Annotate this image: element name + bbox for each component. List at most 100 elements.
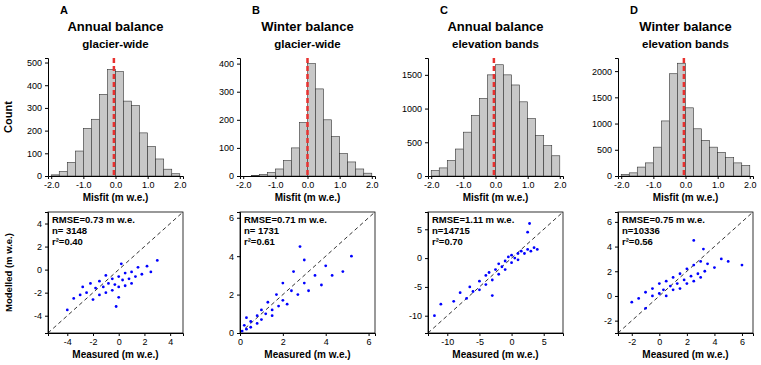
point [513, 257, 516, 260]
point [528, 222, 531, 225]
bar [734, 163, 742, 176]
point [130, 282, 133, 285]
bar [528, 119, 536, 176]
y-axis: 0246 [229, 213, 241, 339]
y-axis-tick: 2 [607, 267, 618, 277]
point [260, 318, 263, 321]
point [281, 282, 284, 285]
y-axis-tick-label: 2 [229, 290, 234, 300]
y-axis-tick-mark [45, 131, 48, 132]
x-axis-tick-label: 4 [712, 337, 717, 347]
point [79, 294, 82, 297]
one-to-one-line [618, 212, 753, 333]
x-axis-tick-mark [659, 333, 660, 336]
x-axis-tick-label: 0 [510, 337, 515, 347]
point [520, 250, 523, 253]
x-axis-tick-label: 2.0 [554, 180, 567, 190]
point [497, 262, 500, 265]
point [303, 282, 306, 285]
y-axis-tick-label: 0 [607, 171, 612, 181]
y-axis-tick-label: 200 [219, 115, 234, 125]
x-axis-tick-mark [116, 176, 117, 179]
x-axis-tick: -2.0 [44, 176, 60, 190]
x-axis-tick-mark [653, 176, 654, 179]
x-axis-tick: 0 [117, 333, 122, 347]
bar [308, 64, 316, 176]
bar [439, 168, 447, 176]
bar [463, 132, 471, 176]
x-axis-tick-mark [180, 176, 181, 179]
point [504, 268, 507, 271]
point [120, 262, 123, 265]
y-axis-tick: 100 [27, 149, 48, 159]
y-axis-tick-label: 4 [229, 252, 234, 262]
y-axis-tick-label: -2 [34, 288, 42, 298]
point [92, 298, 95, 301]
x-axis-tick-mark [528, 176, 529, 179]
point [341, 270, 344, 273]
plot-frame [240, 212, 375, 333]
y-axis-tick-label: 0 [417, 171, 422, 181]
y-axis-tick: 500 [407, 138, 428, 148]
point [292, 270, 295, 273]
plot-area [621, 58, 750, 176]
point [350, 255, 353, 258]
point [533, 246, 536, 249]
bar [259, 175, 267, 176]
x-axis-tick-mark [51, 176, 52, 179]
x-axis-tick: 2.0 [744, 176, 757, 190]
x-axis-tick: 1.0 [522, 176, 535, 190]
point [256, 322, 259, 325]
point [665, 295, 668, 298]
annotation: RMSE=0.73 m w.e. [52, 214, 135, 225]
y-axis-tick-mark [237, 218, 240, 219]
y-axis-tick: 2 [229, 290, 240, 300]
x-axis-tick: -2 [628, 333, 636, 347]
y-axis-tick-mark [237, 295, 240, 296]
x-axis-tick-label: -2 [89, 337, 97, 347]
x-axis-tick-mark [372, 176, 373, 179]
x-axis-tick-label: 0 [238, 337, 243, 347]
x-axis-tick-mark [463, 176, 464, 179]
y-axis-tick: 0 [37, 265, 48, 275]
point [85, 291, 88, 294]
point [245, 328, 248, 331]
x-axis-tick-mark [308, 176, 309, 179]
x-axis-title: Measured (m w.e.) [642, 349, 728, 360]
y-axis-tick: 6 [229, 213, 240, 223]
point [507, 256, 510, 259]
bar [51, 175, 59, 176]
y-axis-tick: 100 [219, 143, 240, 153]
point [111, 289, 114, 292]
y-axis-tick-mark [237, 256, 240, 257]
title: Winter balance [261, 19, 353, 34]
x-axis-tick: 1.0 [712, 176, 725, 190]
bar [718, 152, 726, 176]
y-axis-tick-label: 5 [417, 225, 422, 235]
x-axis-tick-mark [144, 333, 145, 336]
x-axis-tick-label: 5 [542, 337, 547, 347]
point [104, 274, 107, 277]
point [115, 305, 118, 308]
title: Annual balance [67, 19, 163, 34]
bar [455, 149, 463, 176]
bar [316, 89, 324, 176]
y-axis-tick-mark [45, 153, 48, 154]
point [104, 291, 107, 294]
point [271, 314, 274, 317]
x-axis-title: Misfit (m w.e.) [653, 192, 719, 203]
bar [512, 85, 520, 176]
subtitle: elevation bands [452, 38, 539, 50]
point [111, 277, 114, 280]
plot-area [618, 212, 753, 333]
y-axis-tick-label: 6 [607, 217, 612, 227]
point [685, 282, 688, 285]
bar [710, 147, 718, 176]
x-axis-tick: 6 [367, 333, 372, 347]
x-axis-tick-mark [119, 333, 120, 336]
y-axis-tick-mark [237, 120, 240, 121]
y-axis-tick-label: 200 [27, 126, 42, 136]
point [140, 273, 143, 276]
y-axis-tick-mark [425, 109, 428, 110]
y-axis-tick: 4 [607, 242, 618, 252]
